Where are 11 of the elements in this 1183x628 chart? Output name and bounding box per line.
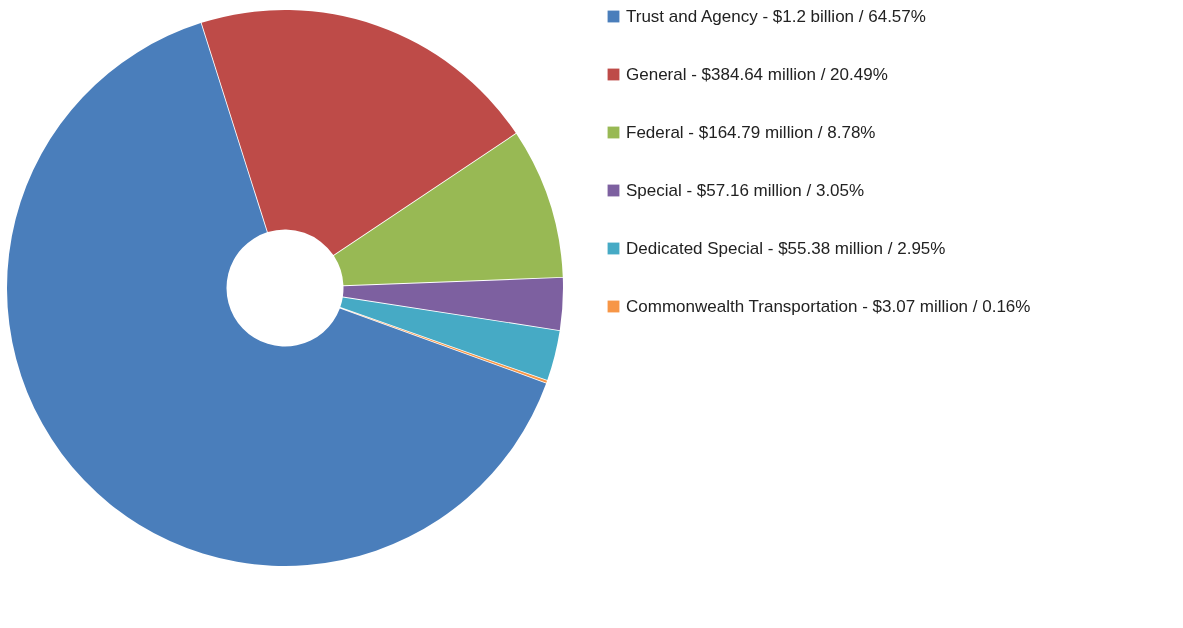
- donut-slice: [201, 10, 516, 256]
- legend-label: Federal - $164.79 million / 8.78%: [626, 122, 876, 142]
- legend-label: Special - $57.16 million / 3.05%: [626, 180, 865, 200]
- donut-slice: [333, 133, 563, 286]
- legend-label: Trust and Agency - $1.2 billion / 64.57%: [626, 6, 926, 26]
- donut-slice: [7, 23, 547, 566]
- donut-slice: [342, 277, 563, 331]
- legend-label: General - $384.64 million / 20.49%: [626, 64, 888, 84]
- donut-slice: [340, 297, 560, 381]
- legend-label: Commonwealth Transportation - $3.07 million / 0.16%: [626, 296, 1031, 316]
- legend-label: Dedicated Special - $55.38 million / 2.95%: [626, 238, 946, 258]
